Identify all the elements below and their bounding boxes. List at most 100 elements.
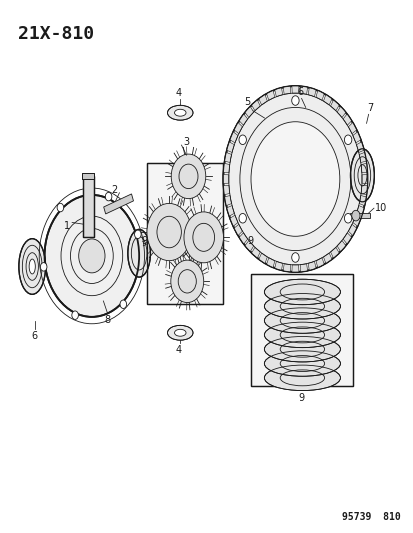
Polygon shape bbox=[358, 196, 366, 206]
Circle shape bbox=[105, 192, 112, 201]
Ellipse shape bbox=[167, 106, 192, 120]
Polygon shape bbox=[251, 247, 260, 259]
Text: 4: 4 bbox=[176, 88, 182, 98]
Polygon shape bbox=[347, 224, 356, 236]
Text: 9: 9 bbox=[141, 236, 147, 246]
Polygon shape bbox=[274, 261, 282, 271]
Polygon shape bbox=[356, 142, 363, 152]
Polygon shape bbox=[224, 152, 231, 163]
Bar bbox=[147, 163, 223, 304]
Circle shape bbox=[134, 230, 141, 239]
Polygon shape bbox=[360, 185, 367, 195]
Polygon shape bbox=[299, 86, 307, 94]
Polygon shape bbox=[336, 106, 345, 118]
Polygon shape bbox=[226, 142, 234, 152]
Bar bbox=[83, 176, 93, 237]
Polygon shape bbox=[266, 90, 274, 100]
Text: 10: 10 bbox=[374, 203, 386, 213]
Polygon shape bbox=[251, 100, 260, 111]
Circle shape bbox=[344, 135, 351, 144]
Polygon shape bbox=[352, 215, 360, 227]
Ellipse shape bbox=[264, 351, 339, 376]
Ellipse shape bbox=[167, 325, 192, 340]
Polygon shape bbox=[282, 264, 290, 272]
Text: 1: 1 bbox=[64, 221, 70, 231]
Text: 95739  810: 95739 810 bbox=[341, 512, 399, 522]
Polygon shape bbox=[226, 206, 234, 216]
Polygon shape bbox=[307, 87, 316, 96]
Polygon shape bbox=[342, 114, 351, 125]
Polygon shape bbox=[342, 233, 351, 244]
Ellipse shape bbox=[128, 229, 150, 277]
Circle shape bbox=[223, 86, 366, 272]
Polygon shape bbox=[244, 106, 253, 118]
Polygon shape bbox=[361, 174, 367, 183]
Polygon shape bbox=[238, 114, 247, 125]
Text: 9: 9 bbox=[298, 393, 304, 403]
Ellipse shape bbox=[19, 239, 45, 294]
Circle shape bbox=[238, 135, 246, 144]
Polygon shape bbox=[330, 100, 339, 111]
Polygon shape bbox=[336, 240, 345, 252]
Polygon shape bbox=[315, 258, 323, 268]
Text: 9: 9 bbox=[247, 236, 253, 246]
Text: 8: 8 bbox=[104, 316, 110, 325]
Polygon shape bbox=[258, 253, 267, 264]
Circle shape bbox=[183, 212, 223, 263]
Ellipse shape bbox=[174, 329, 185, 336]
Circle shape bbox=[171, 260, 203, 303]
Polygon shape bbox=[347, 123, 356, 134]
Circle shape bbox=[291, 253, 298, 262]
Polygon shape bbox=[244, 240, 253, 252]
Polygon shape bbox=[291, 86, 298, 93]
Polygon shape bbox=[266, 258, 274, 268]
Circle shape bbox=[147, 204, 191, 261]
Ellipse shape bbox=[264, 365, 339, 391]
Bar bbox=[82, 173, 94, 179]
Text: 6: 6 bbox=[297, 87, 303, 97]
Circle shape bbox=[351, 211, 359, 221]
Polygon shape bbox=[307, 261, 316, 271]
Polygon shape bbox=[282, 86, 290, 94]
Bar bbox=[82, 173, 94, 179]
Polygon shape bbox=[224, 196, 231, 206]
Polygon shape bbox=[360, 163, 367, 173]
Circle shape bbox=[40, 263, 47, 271]
Polygon shape bbox=[103, 194, 133, 214]
Polygon shape bbox=[330, 247, 339, 259]
Circle shape bbox=[72, 311, 78, 319]
Text: 7: 7 bbox=[367, 103, 373, 113]
Bar bbox=[147, 163, 223, 304]
Polygon shape bbox=[229, 132, 237, 143]
Circle shape bbox=[120, 300, 126, 309]
Ellipse shape bbox=[174, 109, 185, 116]
Ellipse shape bbox=[264, 336, 339, 362]
Bar bbox=[251, 274, 353, 386]
Bar bbox=[251, 274, 353, 386]
Circle shape bbox=[171, 154, 205, 199]
Ellipse shape bbox=[264, 322, 339, 348]
Text: 21X-810: 21X-810 bbox=[18, 25, 94, 43]
Text: 2: 2 bbox=[111, 184, 117, 195]
Bar bbox=[83, 176, 93, 237]
Polygon shape bbox=[291, 265, 298, 272]
Circle shape bbox=[57, 203, 64, 212]
Ellipse shape bbox=[264, 294, 339, 319]
Polygon shape bbox=[233, 224, 242, 236]
Ellipse shape bbox=[264, 279, 339, 305]
Circle shape bbox=[291, 96, 298, 106]
Text: 3: 3 bbox=[183, 137, 189, 147]
Ellipse shape bbox=[264, 308, 339, 333]
Polygon shape bbox=[352, 132, 360, 143]
Text: 5: 5 bbox=[244, 98, 250, 108]
Polygon shape bbox=[315, 90, 323, 100]
Ellipse shape bbox=[350, 149, 373, 202]
Polygon shape bbox=[258, 94, 267, 105]
Polygon shape bbox=[233, 123, 242, 134]
Polygon shape bbox=[349, 213, 369, 218]
Circle shape bbox=[78, 239, 105, 273]
Ellipse shape bbox=[29, 259, 35, 274]
Polygon shape bbox=[358, 152, 366, 163]
Polygon shape bbox=[274, 87, 282, 96]
Polygon shape bbox=[223, 185, 229, 195]
